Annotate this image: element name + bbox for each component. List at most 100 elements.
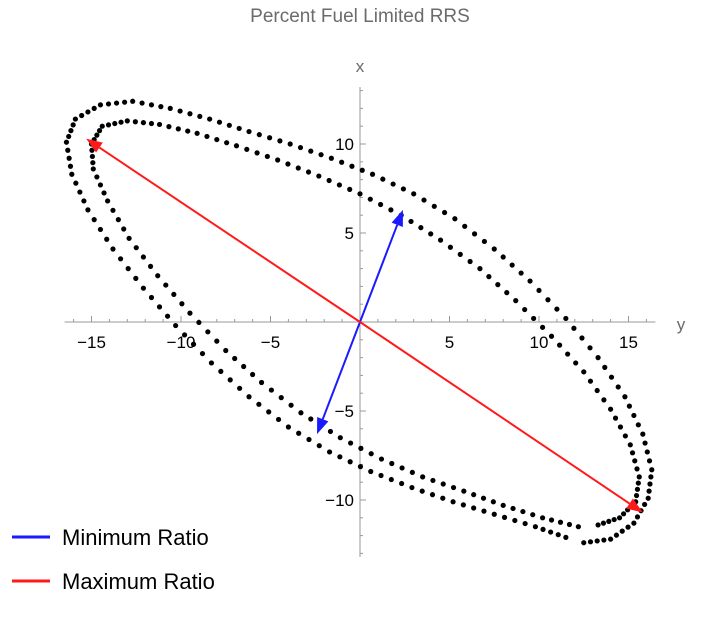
- data-point: [606, 518, 612, 524]
- data-point: [368, 468, 374, 475]
- data-point: [522, 520, 528, 527]
- data-point: [295, 165, 301, 171]
- data-point: [208, 360, 215, 366]
- data-point: [254, 150, 260, 156]
- data-point: [244, 146, 250, 152]
- y-tick-label: 10: [335, 135, 354, 154]
- data-point: [645, 495, 651, 501]
- data-point: [85, 207, 91, 213]
- data-point: [428, 231, 434, 237]
- data-point: [246, 394, 252, 400]
- x-tick-label: −15: [77, 333, 106, 352]
- data-point: [187, 310, 193, 316]
- data-point: [636, 474, 642, 480]
- data-point: [275, 416, 282, 423]
- data-point: [79, 112, 85, 119]
- data-point: [501, 514, 508, 520]
- data-point: [256, 401, 262, 407]
- data-point: [563, 315, 569, 322]
- data-point: [429, 492, 436, 498]
- data-point: [173, 322, 179, 329]
- data-point: [520, 508, 526, 515]
- data-point: [194, 130, 200, 136]
- data-point: [509, 262, 515, 268]
- data-point: [500, 254, 506, 260]
- data-point: [635, 480, 641, 486]
- data-point: [378, 456, 385, 462]
- data-point: [90, 166, 96, 172]
- data-point: [241, 363, 247, 370]
- data-point: [440, 481, 446, 487]
- data-points: [63, 98, 655, 546]
- x-tick-label: −5: [261, 333, 280, 352]
- data-point: [167, 105, 173, 111]
- data-point: [587, 345, 593, 351]
- axes: −15 −10 −5 5 10 15 −10 −5 5 10 x y: [64, 57, 686, 557]
- data-point: [224, 140, 230, 146]
- data-point: [594, 387, 600, 394]
- data-point: [450, 484, 457, 491]
- data-point: [359, 167, 365, 173]
- ratio-arrow-head: [626, 498, 643, 513]
- data-point: [491, 511, 497, 517]
- data-point: [548, 529, 554, 535]
- data-point: [548, 333, 555, 339]
- data-point: [139, 100, 145, 106]
- data-point: [539, 515, 546, 521]
- data-point: [196, 319, 202, 326]
- data-point: [112, 120, 118, 127]
- data-point: [635, 422, 641, 428]
- ratio-arrow-head: [317, 417, 329, 435]
- data-point: [121, 226, 127, 232]
- data-point: [316, 443, 322, 449]
- data-point: [181, 332, 188, 338]
- data-point: [500, 502, 506, 508]
- data-point: [602, 364, 608, 370]
- data-point: [625, 524, 631, 530]
- data-point: [595, 522, 601, 528]
- data-point: [66, 155, 72, 161]
- data-point: [250, 371, 256, 378]
- data-point: [471, 505, 477, 511]
- x-tick-label: 10: [530, 333, 549, 352]
- data-point: [462, 223, 468, 229]
- data-point: [565, 351, 571, 357]
- data-point: [318, 152, 324, 158]
- data-point: [554, 306, 560, 312]
- data-point: [634, 514, 641, 520]
- data-point: [336, 182, 343, 188]
- data-point: [540, 526, 546, 532]
- data-point: [316, 173, 322, 179]
- data-point: [185, 128, 191, 134]
- data-point: [530, 512, 536, 518]
- data-point: [69, 171, 75, 177]
- data-point: [617, 424, 624, 430]
- data-point: [124, 118, 130, 124]
- data-point: [117, 256, 124, 262]
- data-point: [91, 105, 97, 111]
- data-point: [399, 465, 405, 471]
- data-point: [615, 384, 621, 390]
- data-point: [197, 113, 203, 120]
- data-point: [130, 98, 136, 104]
- data-point: [99, 123, 105, 129]
- data-point: [256, 132, 262, 138]
- x-tick-label: −10: [167, 333, 196, 352]
- data-point: [620, 511, 627, 517]
- data-point: [357, 464, 364, 470]
- ratio-arrows: [86, 138, 643, 513]
- data-point: [267, 135, 273, 141]
- data-point: [306, 436, 312, 443]
- data-point: [390, 181, 396, 187]
- data-point: [539, 324, 546, 330]
- data-point: [164, 313, 171, 319]
- data-point: [411, 191, 417, 197]
- data-point: [457, 251, 463, 257]
- data-point: [85, 109, 91, 115]
- data-point: [608, 536, 614, 542]
- horizontal-axis-label: y: [677, 315, 686, 334]
- data-point: [358, 445, 364, 451]
- ratio-arrow-head: [391, 209, 403, 227]
- data-point: [522, 306, 528, 313]
